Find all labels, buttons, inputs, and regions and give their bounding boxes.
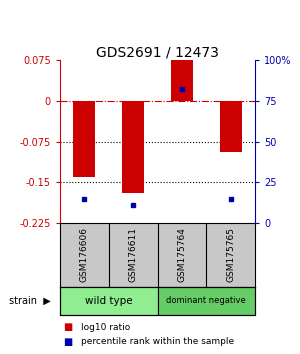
Bar (60, 287, 158, 315)
Text: GSM176611: GSM176611 (129, 227, 138, 282)
Title: GDS2691 / 12473: GDS2691 / 12473 (96, 45, 219, 59)
Bar (171, 60, 193, 101)
Bar (122, 101, 144, 193)
Text: dominant negative: dominant negative (167, 296, 246, 306)
Text: GSM175765: GSM175765 (226, 227, 235, 282)
Bar (220, 101, 242, 153)
Text: ■: ■ (63, 322, 72, 332)
Text: GSM175764: GSM175764 (177, 227, 186, 282)
Text: ■: ■ (63, 337, 72, 347)
Text: percentile rank within the sample: percentile rank within the sample (81, 337, 234, 346)
Text: GSM176606: GSM176606 (80, 227, 89, 282)
Text: log10 ratio: log10 ratio (81, 323, 130, 332)
Text: wild type: wild type (85, 296, 133, 306)
Bar (158, 287, 255, 315)
Text: strain  ▶: strain ▶ (9, 296, 51, 306)
Bar (74, 101, 95, 177)
